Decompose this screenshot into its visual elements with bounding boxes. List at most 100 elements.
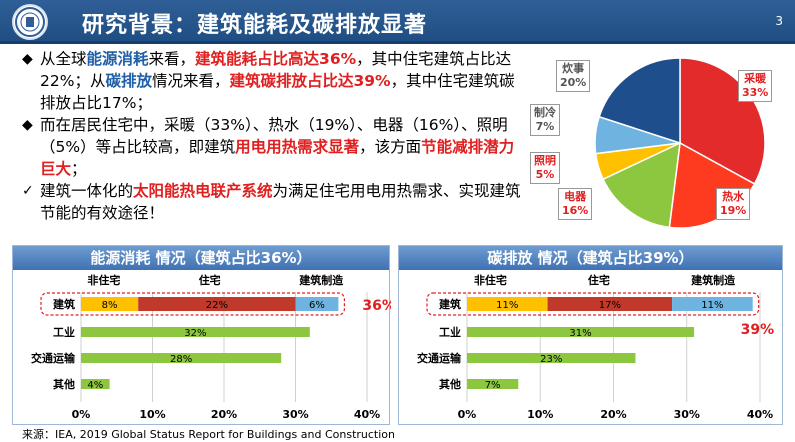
tick-label: 20% — [600, 408, 626, 421]
bullet-text: 来看， — [148, 50, 196, 68]
legend-label: 住宅 — [199, 273, 221, 287]
bar-segment — [547, 297, 673, 311]
bullet-text: 建筑能耗占比高达36% — [195, 50, 357, 68]
bullet-item: ◆ 而在居民住宅中，采暖（33%）、热水（19%）、电器（16%）、照明（5%）等… — [22, 114, 522, 180]
bar-value-label: 6% — [309, 300, 325, 311]
energy-panel-title: 能源消耗 情况（建筑占比36%） — [13, 246, 389, 270]
bar-value-label: 11% — [496, 300, 518, 311]
bullet-text: ； — [71, 160, 87, 178]
pie-label-name: 制冷 — [534, 106, 556, 119]
bar-segment — [467, 353, 636, 363]
tick-label: 40% — [747, 408, 773, 421]
bar-value-label: 22% — [206, 300, 228, 311]
legend-label: 建筑制造 — [299, 273, 344, 287]
legend-label: 住宅 — [588, 273, 610, 287]
pie-slice-label: 热水 19% — [716, 188, 751, 220]
bullet-text: 建筑一体化的 — [40, 182, 134, 200]
bullet-text: 为满足住宅用电用热需求、实现建筑节能的有效途径！ — [40, 182, 521, 222]
check-icon: ✓ — [22, 183, 34, 199]
tick-label: 20% — [211, 408, 237, 421]
bar-segment — [81, 353, 282, 363]
bar-value-label: 31% — [569, 328, 591, 339]
bullet-text: 而在居民住宅中，采暖（33%）、热水（19%）、电器（16%）、照明（5%）等占… — [40, 116, 508, 156]
bar-segment — [467, 327, 695, 337]
category-label: 其他 — [439, 377, 461, 391]
bar-value-label: 28% — [170, 354, 192, 365]
legend-label: 非住宅 — [87, 273, 120, 287]
bar-segment — [467, 379, 519, 389]
pie-slice-label: 炊事 20% — [556, 60, 591, 92]
bar-value-label: 17% — [599, 300, 621, 311]
category-label: 建筑 — [439, 297, 461, 311]
tick-label: 30% — [282, 408, 308, 421]
page-number: 3 — [775, 14, 783, 28]
bar-segment — [81, 379, 110, 389]
pie-slice-label: 制冷 7% — [530, 104, 560, 136]
tick-label: 0% — [458, 408, 477, 421]
bar-value-label: 4% — [87, 380, 103, 391]
pie-slice-label: 电器 16% — [558, 188, 593, 220]
bullet-text: 太阳能热电联产系统 — [133, 182, 273, 200]
bullet-text: ，其中住宅建筑碳排放占比17%； — [40, 72, 515, 112]
pie-slice-label: 采暖 33% — [738, 70, 773, 102]
bar-value-label: 11% — [701, 300, 723, 311]
category-label: 建筑 — [53, 297, 75, 311]
bullet-item: ◆ 从全球能源消耗来看，建筑能耗占比高达36%，其中住宅建筑占比达22%；从碳排放… — [22, 48, 522, 114]
pie-label-pct: 33% — [742, 86, 769, 99]
source-note: 来源：IEA, 2019 Global Status Report for Bu… — [22, 428, 396, 441]
pie-label-name: 电器 — [564, 190, 587, 203]
pie-slice-label: 照明 5% — [530, 152, 560, 184]
pie-label-name: 照明 — [534, 154, 556, 167]
tick-label: 10% — [527, 408, 553, 421]
legend-label: 非住宅 — [474, 273, 507, 287]
pie-chart: 采暖 33% 热水 19% 电器 16% 照明 5% 制冷 7% 炊事 20% — [520, 48, 795, 238]
bullet-list: ◆ 从全球能源消耗来看，建筑能耗占比高达36%，其中住宅建筑占比达22%；从碳排放… — [22, 48, 522, 224]
bullet-text: 建筑碳排放占比达39% — [229, 72, 391, 90]
bullet-text: ，该方面 — [359, 138, 422, 156]
energy-panel: 能源消耗 情况（建筑占比36%） 非住宅 住宅 建筑制造 0% 10% 20% 30% 40%… — [12, 245, 391, 425]
pie-label-name: 热水 — [722, 190, 745, 203]
pie-slice — [598, 57, 681, 145]
pie-slice — [602, 141, 681, 229]
bar-value-label: 23% — [540, 354, 562, 365]
bar-value-label: 7% — [485, 380, 501, 391]
tick-label: 0% — [72, 408, 91, 421]
bar-segment — [81, 327, 310, 337]
bullet-text: 情况来看， — [151, 72, 230, 90]
diamond-bullet-icon: ◆ — [22, 117, 33, 133]
carbon-panel-title: 碳排放 情况（建筑占比39%） — [399, 246, 782, 270]
callout-value: 39% — [741, 322, 775, 338]
bullet-text: 从全球 — [40, 50, 87, 68]
bullet-item: ✓ 建筑一体化的太阳能热电联产系统为满足住宅用电用热需求、实现建筑节能的有效途径！ — [22, 180, 522, 224]
bullet-text: 能源消耗 — [86, 50, 149, 68]
carbon-panel: 碳排放 情况（建筑占比39%） 非住宅 住宅 建筑制造 0% 10% 20% 30% 40% 建… — [398, 245, 783, 425]
category-label: 工业 — [53, 325, 75, 339]
bullet-text: 碳排放 — [105, 72, 152, 90]
highlight-box — [40, 292, 345, 316]
bar-segment — [672, 297, 753, 311]
pie-label-pct: 7% — [535, 120, 555, 133]
bar-segment — [467, 297, 548, 311]
slide-header: 研究背景：建筑能耗及碳排放显著 3 — [0, 0, 795, 44]
university-logo — [12, 4, 48, 40]
pie-label-pct: 19% — [720, 204, 747, 217]
bar-segment — [81, 297, 139, 311]
category-label: 工业 — [439, 325, 461, 339]
pie-label-name: 采暖 — [744, 72, 767, 85]
bar-segment — [138, 297, 296, 311]
category-label: 交通运输 — [31, 351, 76, 365]
category-label: 其他 — [53, 377, 75, 391]
tick-label: 30% — [674, 408, 700, 421]
bar-value-label: 32% — [184, 328, 206, 339]
bullet-text: 用电用热需求显著 — [235, 138, 360, 156]
slide-title: 研究背景：建筑能耗及碳排放显著 — [82, 13, 428, 38]
pie-label-pct: 20% — [560, 76, 587, 89]
category-label: 交通运输 — [417, 351, 462, 365]
bullet-text: ，其中住宅建筑占比达22%；从 — [40, 50, 512, 90]
pie-label-name: 炊事 — [562, 62, 585, 75]
bullet-text: 节能减排潜力巨大 — [40, 138, 515, 178]
legend-label: 建筑制造 — [691, 273, 736, 287]
tick-label: 40% — [354, 408, 380, 421]
diamond-bullet-icon: ◆ — [22, 51, 33, 67]
callout-value: 36% — [362, 298, 391, 314]
